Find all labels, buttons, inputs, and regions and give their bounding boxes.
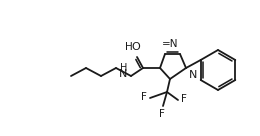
Text: F: F — [181, 94, 187, 104]
Text: =N: =N — [161, 39, 178, 49]
Text: H: H — [120, 63, 127, 73]
Text: F: F — [141, 92, 147, 102]
Text: O: O — [132, 42, 140, 52]
Text: N: N — [189, 70, 197, 80]
Text: F: F — [159, 109, 165, 119]
Text: H: H — [125, 42, 133, 52]
Text: N: N — [119, 69, 127, 79]
